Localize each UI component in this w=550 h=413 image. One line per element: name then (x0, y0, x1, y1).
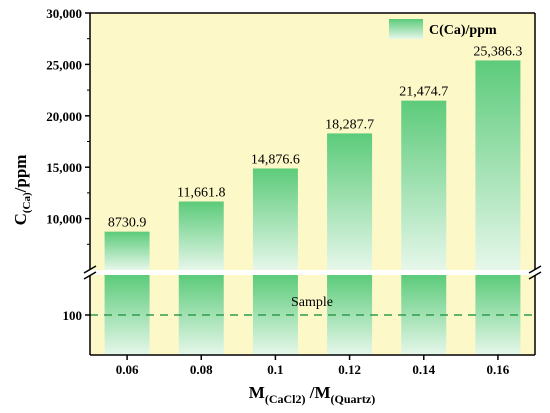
axis-break-marks (83, 265, 542, 280)
y-axis-ticks: 10,000 15,000 20,000 25,000 30,000 100 (46, 6, 90, 323)
sample-label: Sample (291, 295, 333, 310)
x-axis-title-sub-1: (CaCl2) (265, 392, 306, 406)
x-axis-title-sub-2: (Quartz) (331, 392, 376, 406)
y-axis-title-sub: (Ca) (21, 192, 33, 213)
bar-upper-0.16 (475, 60, 521, 271)
y-tick-label: 30,000 (46, 6, 82, 21)
data-label-0.1: 14,876.6 (251, 152, 300, 167)
x-tick-label-0.1: 0.1 (267, 362, 283, 377)
y-tick-label: 25,000 (46, 57, 82, 72)
x-axis-title-mid: /M (306, 383, 331, 402)
x-axis-title: M(CaCl2) /M(Quartz) (249, 383, 375, 406)
x-tick-label-0.06: 0.06 (116, 362, 139, 377)
x-tick-label-0.14: 0.14 (412, 362, 435, 377)
y-tick-label: 20,000 (46, 109, 82, 124)
data-labels: 8730.9 11,661.8 14,876.6 18,287.7 21,474.7 25… (108, 44, 523, 230)
legend-label: C(Ca)/ppm (429, 23, 497, 38)
y-tick-label: 15,000 (46, 160, 82, 175)
x-axis-title-main-1: M (249, 383, 265, 402)
x-tick-label-0.12: 0.12 (338, 362, 361, 377)
bar-upper-0.06 (104, 231, 150, 270)
y-axis-title-suffix: /ppm (11, 155, 30, 194)
data-label-0.14: 21,474.7 (399, 85, 448, 100)
y-tick-label: 10,000 (46, 212, 82, 227)
bar-upper-0.1 (252, 168, 298, 270)
bar-lower-0.14 (401, 275, 447, 355)
x-tick-label-0.08: 0.08 (190, 362, 213, 377)
data-label-0.06: 8730.9 (108, 216, 147, 231)
x-tick-label-0.16: 0.16 (487, 362, 510, 377)
y-axis-title: C(Ca)/ppm (11, 155, 33, 226)
legend-swatch (389, 19, 423, 39)
y-tick-label-lower: 100 (63, 308, 83, 323)
bar-lower-0.06 (104, 275, 150, 355)
y-axis-title-main: C (11, 213, 30, 225)
x-axis-ticks: 0.06 0.08 0.1 0.12 0.14 0.16 (116, 355, 510, 377)
plot-area-upper (90, 13, 535, 270)
data-label-0.16: 25,386.3 (473, 44, 522, 59)
bar-upper-0.14 (401, 100, 447, 271)
bar-upper-0.08 (178, 201, 224, 270)
bar-upper-0.12 (327, 133, 373, 270)
legend: C(Ca)/ppm (389, 19, 497, 39)
data-label-0.12: 18,287.7 (325, 117, 374, 132)
data-label-0.08: 11,661.8 (177, 186, 225, 201)
bars-upper (104, 60, 521, 271)
